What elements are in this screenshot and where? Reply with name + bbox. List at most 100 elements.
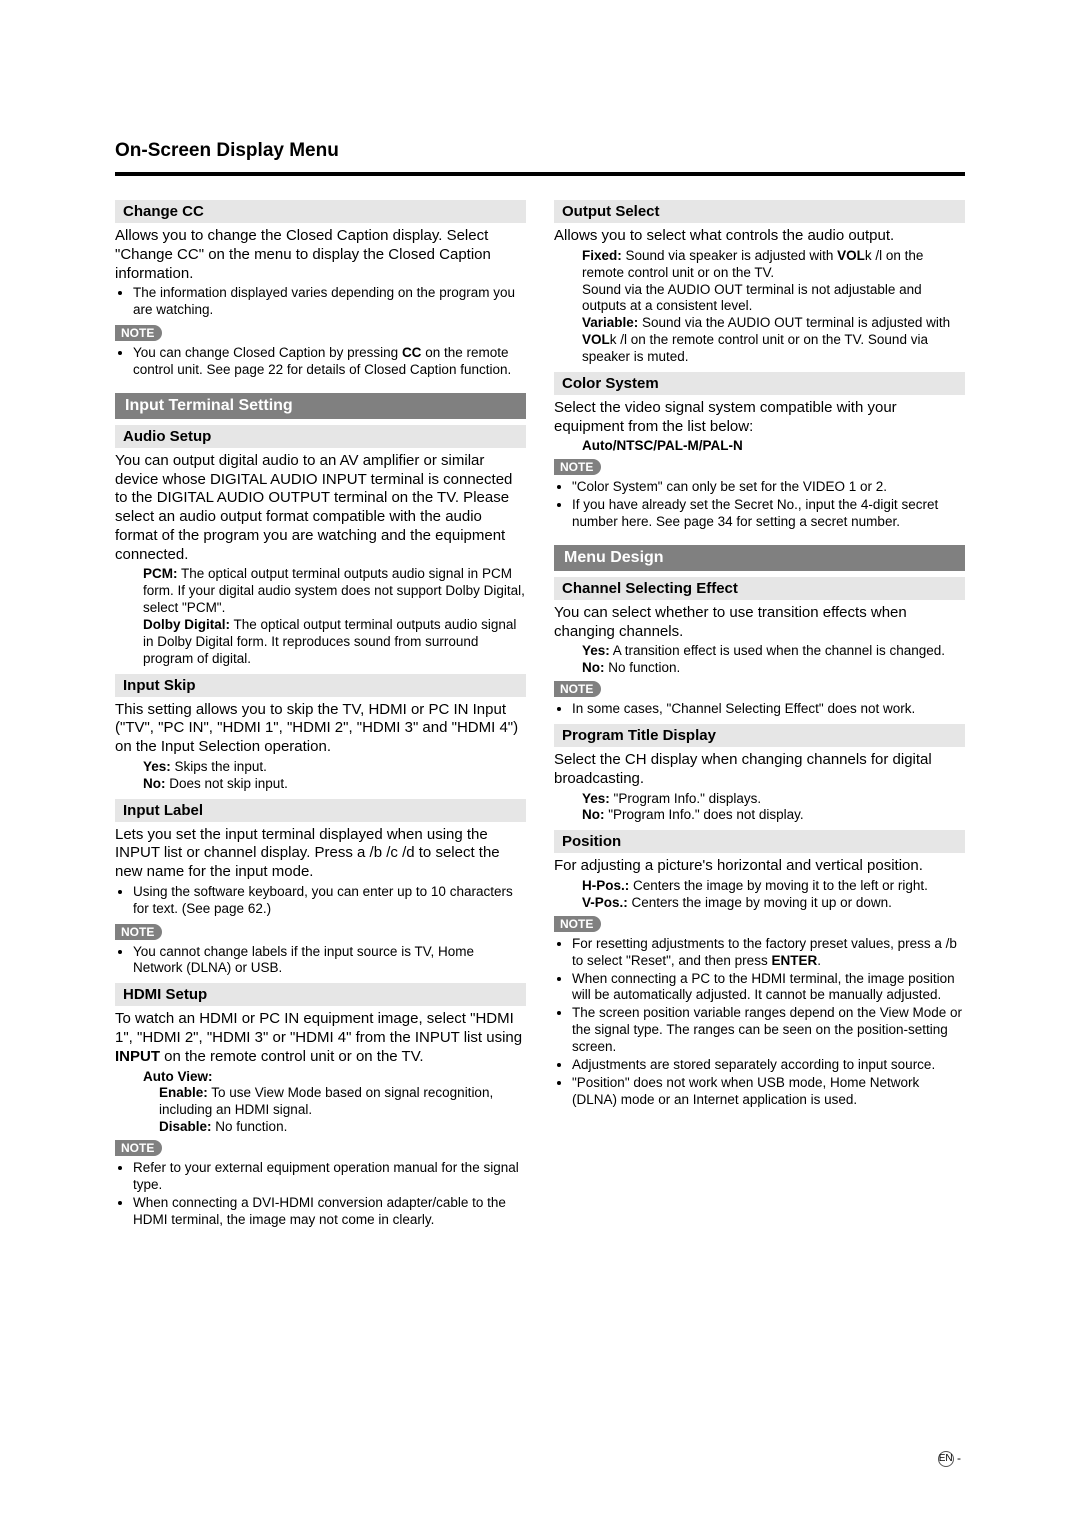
text: No function. (212, 1119, 288, 1134)
text: on the remote control unit or on the TV. (160, 1048, 424, 1065)
label: H-Pos.: (582, 878, 629, 893)
heading-input-skip: Input Skip (115, 674, 526, 697)
text: Allows you to change the Closed Caption … (115, 227, 526, 283)
text: To watch an HDMI or PC IN equipment imag… (115, 1010, 522, 1046)
title-rule (115, 172, 965, 176)
note-bullet: "Color System" can only be set for the V… (572, 479, 965, 496)
text: Sound via the AUDIO OUT terminal is not … (582, 282, 965, 316)
bullet: Using the software keyboard, you can ent… (133, 884, 526, 918)
text: You can select whether to use transition… (554, 604, 965, 642)
text: You can output digital audio to an AV am… (115, 452, 526, 565)
option-yes: Yes: "Program Info." displays. (554, 791, 965, 808)
heading-color-system: Color System (554, 372, 965, 395)
bullet: The information displayed varies dependi… (133, 285, 526, 319)
note-bullet: Refer to your external equipment operati… (133, 1160, 526, 1194)
heading-input-label: Input Label (115, 799, 526, 822)
section-menu-design: Menu Design (554, 545, 965, 571)
text: Centers the image by moving it up or dow… (628, 895, 892, 910)
text: Sound via speaker is adjusted with (622, 248, 837, 263)
label: Yes: (143, 759, 171, 774)
keys: a /b /c /d (357, 844, 415, 861)
option-no: No: "Program Info." does not display. (554, 807, 965, 824)
label: Yes: (582, 643, 610, 658)
option-vpos: V-Pos.: Centers the image by moving it u… (554, 895, 965, 912)
text: You can change Closed Caption by pressin… (133, 345, 402, 360)
section-input-terminal: Input Terminal Setting (115, 393, 526, 419)
text: Centers the image by moving it to the le… (629, 878, 928, 893)
note-list: You can change Closed Caption by pressin… (115, 345, 526, 379)
option-pcm: PCM: The optical output terminal outputs… (115, 566, 526, 617)
text: Allows you to select what controls the a… (554, 227, 965, 246)
page-footer: EN - (115, 1451, 965, 1467)
label: Yes: (582, 791, 610, 806)
label: PCM: (143, 566, 178, 581)
option-variable: Variable: Sound via the AUDIO OUT termin… (554, 315, 965, 366)
label: Disable: (159, 1119, 212, 1134)
option-dolby: Dolby Digital: The optical output termin… (115, 617, 526, 668)
note-badge: NOTE (554, 681, 601, 697)
text: "Program Info." does not display. (605, 807, 804, 822)
text: Lets you set the input terminal displaye… (115, 826, 526, 882)
text: Select the CH display when changing chan… (554, 751, 965, 789)
note-list: You cannot change labels if the input so… (115, 944, 526, 978)
heading-prog-title: Program Title Display (554, 724, 965, 747)
right-column: Output Select Allows you to select what … (554, 194, 965, 1231)
heading-hdmi-setup: HDMI Setup (115, 983, 526, 1006)
note-badge: NOTE (554, 916, 601, 932)
label: V-Pos.: (582, 895, 628, 910)
option-no: No: Does not skip input. (115, 776, 526, 793)
label: Dolby Digital: (143, 617, 230, 632)
option-fixed: Fixed: Sound via speaker is adjusted wit… (554, 248, 965, 316)
text: . (817, 953, 821, 968)
text: For adjusting a picture's horizontal and… (554, 857, 965, 876)
text: Select the video signal system compatibl… (554, 399, 965, 437)
label: Fixed: (582, 248, 622, 263)
note-bullet: When connecting a DVI-HDMI conversion ad… (133, 1195, 526, 1229)
key-cc: CC (402, 345, 422, 360)
text: A transition effect is used when the cha… (610, 643, 945, 658)
note-list: In some cases, "Channel Selecting Effect… (554, 701, 965, 718)
text: "Program Info." displays. (610, 791, 761, 806)
note-bullet: "Position" does not work when USB mode, … (572, 1075, 965, 1109)
note-badge: NOTE (115, 1140, 162, 1156)
key-enter: ENTER (771, 953, 817, 968)
label: No: (582, 807, 605, 822)
heading-ch-effect: Channel Selecting Effect (554, 577, 965, 600)
options: Auto/NTSC/PAL-M/PAL-N (554, 438, 965, 455)
heading-output-select: Output Select (554, 200, 965, 223)
text: To use View Mode based on signal recogni… (159, 1085, 493, 1117)
heading-audio-setup: Audio Setup (115, 425, 526, 448)
manual-page: On-Screen Display Menu Change CC Allows … (0, 0, 1080, 1527)
note-badge: NOTE (115, 924, 162, 940)
label: No: (582, 660, 605, 675)
label: No: (143, 776, 166, 791)
note-list: "Color System" can only be set for the V… (554, 479, 965, 531)
page-title: On-Screen Display Menu (115, 140, 965, 162)
note-bullet: For resetting adjustments to the factory… (572, 936, 965, 970)
note-bullet: If you have already set the Secret No., … (572, 497, 965, 531)
text: This setting allows you to skip the TV, … (115, 701, 526, 757)
left-column: Change CC Allows you to change the Close… (115, 194, 526, 1231)
option-yes: Yes: A transition effect is used when th… (554, 643, 965, 660)
option-enable: Enable: To use View Mode based on signal… (115, 1085, 526, 1119)
text: Does not skip input. (166, 776, 288, 791)
text: For resetting adjustments to the factory… (572, 936, 934, 951)
note-badge: NOTE (554, 459, 601, 475)
text: The optical output terminal outputs audi… (143, 566, 525, 615)
option-hpos: H-Pos.: Centers the image by moving it t… (554, 878, 965, 895)
note-bullet: You can change Closed Caption by pressin… (133, 345, 526, 379)
note-bullet: In some cases, "Channel Selecting Effect… (572, 701, 965, 718)
text: k /l on the remote control unit or on th… (582, 332, 928, 364)
note-bullet: The screen position variable ranges depe… (572, 1005, 965, 1056)
text: to select "Reset", and then press (572, 953, 771, 968)
heading-position: Position (554, 830, 965, 853)
key-vol: VOL (582, 332, 610, 347)
note-bullet: When connecting a PC to the HDMI termina… (572, 971, 965, 1005)
bullet-list: The information displayed varies dependi… (115, 285, 526, 319)
two-column-layout: Change CC Allows you to change the Close… (115, 194, 965, 1231)
note-list: Refer to your external equipment operati… (115, 1160, 526, 1229)
text: To watch an HDMI or PC IN equipment imag… (115, 1010, 526, 1066)
key-input: INPUT (115, 1048, 160, 1065)
note-bullet: Adjustments are stored separately accord… (572, 1057, 965, 1074)
option-no: No: No function. (554, 660, 965, 677)
